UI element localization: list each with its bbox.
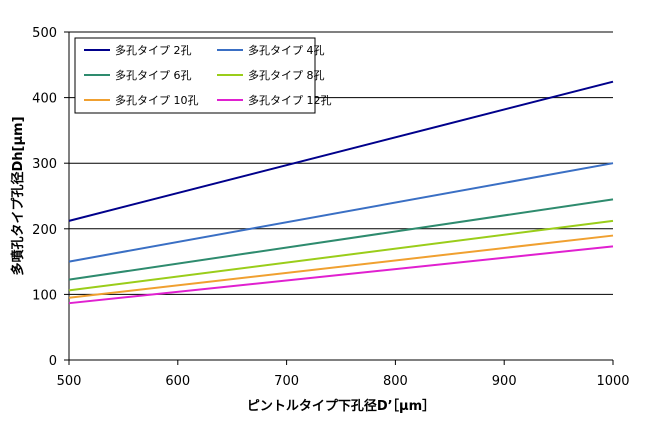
y-tick-label: 400	[32, 92, 57, 107]
y-tick-label: 200	[32, 223, 57, 238]
y-tick-label: 300	[32, 157, 57, 172]
y-tick-label: 100	[32, 288, 57, 303]
series-line	[68, 245, 614, 305]
x-tick-label: 900	[492, 374, 517, 389]
x-tick-label: 800	[383, 374, 408, 389]
legend-label: 多孔タイプ 2孔	[115, 43, 192, 57]
legend-label: 多孔タイプ 4孔	[248, 43, 325, 57]
x-axis-label: ピントルタイプ下孔径D’［μm］	[247, 398, 435, 414]
tick-labels: 0 100 200 300 400 500 500 600 700 800 900 1000	[32, 26, 629, 389]
y-axis-label: 多噴孔タイプ孔径Dh[μm]	[10, 116, 26, 275]
series-line	[68, 162, 614, 263]
legend-label: 多孔タイプ 8孔	[248, 68, 325, 82]
series-line	[68, 234, 614, 299]
series-lines	[68, 80, 614, 305]
series-line	[68, 80, 614, 222]
legend-label: 多孔タイプ 10孔	[115, 93, 199, 107]
x-tick-label: 700	[274, 374, 299, 389]
series-line	[68, 219, 614, 292]
x-tick-label: 500	[57, 374, 82, 389]
legend-label: 多孔タイプ 6孔	[115, 68, 192, 82]
y-tick-label: 500	[32, 26, 57, 41]
x-tick-label: 1000	[596, 374, 629, 389]
axes	[64, 31, 614, 365]
legend-label: 多孔タイプ 12孔	[248, 93, 332, 107]
series-line	[68, 198, 614, 281]
x-tick-label: 600	[165, 374, 190, 389]
y-tick-label: 0	[49, 354, 57, 369]
legend-box	[74, 37, 316, 114]
